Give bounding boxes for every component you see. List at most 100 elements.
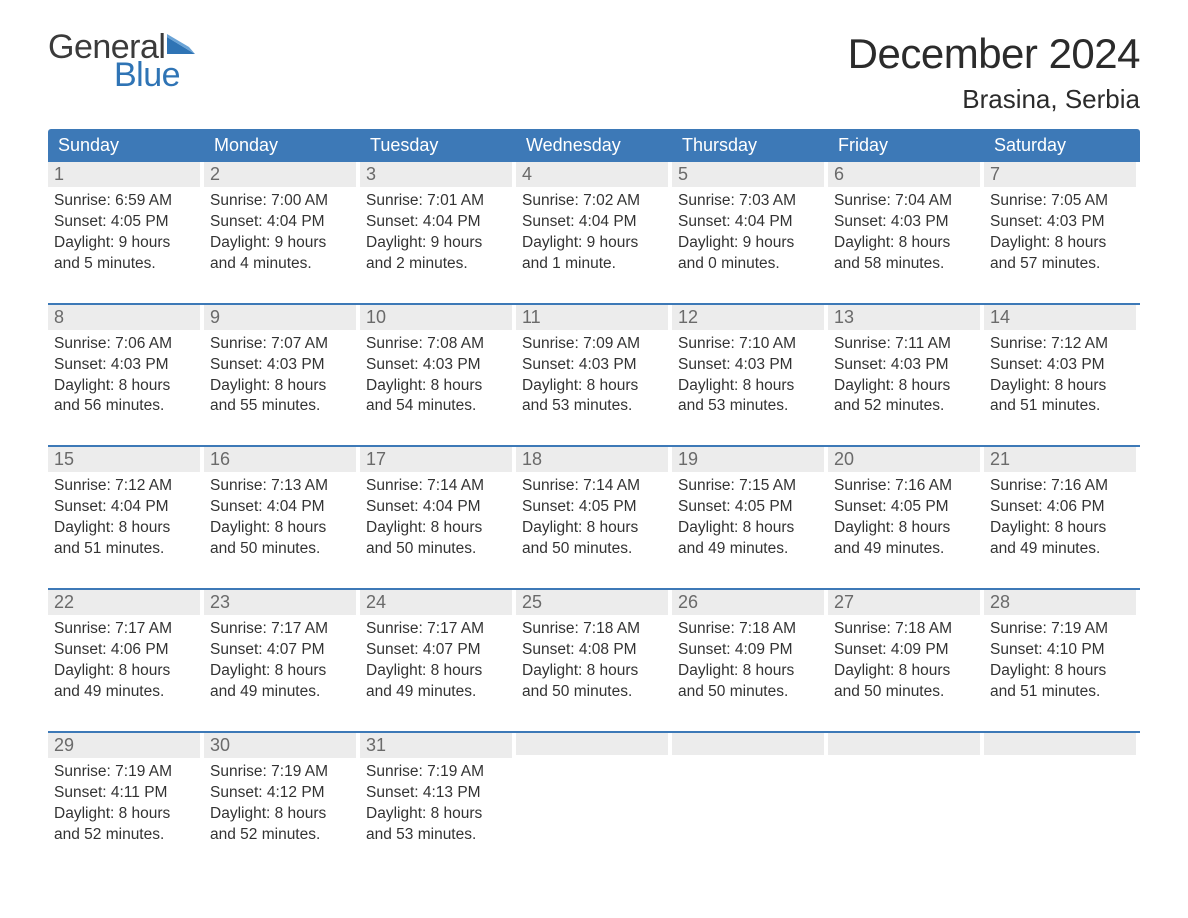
day-number-bar-empty	[672, 733, 824, 755]
dow-sunday: Sunday	[48, 129, 204, 162]
day-body: Sunrise: 7:11 AMSunset: 4:03 PMDaylight:…	[828, 330, 980, 418]
sunset-line: Sunset: 4:04 PM	[54, 497, 194, 518]
daylight-line-2: and 53 minutes.	[522, 396, 662, 417]
day-of-week-header: SundayMondayTuesdayWednesdayThursdayFrid…	[48, 129, 1140, 162]
daylight-line-2: and 49 minutes.	[990, 539, 1130, 560]
daylight-line-1: Daylight: 8 hours	[834, 518, 974, 539]
day-number: 15	[54, 449, 74, 469]
day-body: Sunrise: 7:17 AMSunset: 4:07 PMDaylight:…	[204, 615, 356, 703]
daylight-line-1: Daylight: 8 hours	[678, 518, 818, 539]
day-number: 12	[678, 307, 698, 327]
sunrise-line: Sunrise: 7:07 AM	[210, 334, 350, 355]
header: General Blue December 2024 Brasina, Serb…	[48, 30, 1140, 115]
sunset-line: Sunset: 4:06 PM	[990, 497, 1130, 518]
day-body: Sunrise: 7:19 AMSunset: 4:12 PMDaylight:…	[204, 758, 356, 846]
dow-tuesday: Tuesday	[360, 129, 516, 162]
day-number: 18	[522, 449, 542, 469]
sunrise-line: Sunrise: 7:19 AM	[54, 762, 194, 783]
daylight-line-1: Daylight: 9 hours	[522, 233, 662, 254]
day-number-bar: 6	[828, 162, 980, 187]
sunrise-line: Sunrise: 7:02 AM	[522, 191, 662, 212]
day-number: 20	[834, 449, 854, 469]
day-number-bar: 19	[672, 447, 824, 472]
daylight-line-2: and 53 minutes.	[678, 396, 818, 417]
sunrise-line: Sunrise: 7:17 AM	[210, 619, 350, 640]
daylight-line-1: Daylight: 8 hours	[54, 661, 194, 682]
sunset-line: Sunset: 4:03 PM	[678, 355, 818, 376]
week-row: 29 Sunrise: 7:19 AMSunset: 4:11 PMDayligh…	[48, 731, 1140, 860]
day-cell: 24 Sunrise: 7:17 AMSunset: 4:07 PMDayligh…	[360, 590, 516, 717]
day-cell: 27Sunrise: 7:18 AMSunset: 4:09 PMDayligh…	[828, 590, 984, 717]
day-number: 1	[54, 164, 64, 184]
day-number-bar: 8	[48, 305, 200, 330]
sunset-line: Sunset: 4:03 PM	[210, 355, 350, 376]
sunset-line: Sunset: 4:07 PM	[366, 640, 506, 661]
sunrise-line: Sunrise: 7:18 AM	[834, 619, 974, 640]
sunrise-line: Sunrise: 7:05 AM	[990, 191, 1130, 212]
day-cell: 11Sunrise: 7:09 AMSunset: 4:03 PMDayligh…	[516, 305, 672, 432]
day-cell: 23Sunrise: 7:17 AMSunset: 4:07 PMDayligh…	[204, 590, 360, 717]
sunset-line: Sunset: 4:04 PM	[210, 212, 350, 233]
daylight-line-1: Daylight: 8 hours	[678, 376, 818, 397]
day-number-bar: 14	[984, 305, 1136, 330]
daylight-line-2: and 54 minutes.	[366, 396, 506, 417]
day-number: 2	[210, 164, 220, 184]
day-cell	[828, 733, 984, 860]
sunrise-line: Sunrise: 7:10 AM	[678, 334, 818, 355]
day-number: 24	[366, 592, 386, 612]
day-body: Sunrise: 7:00 AMSunset: 4:04 PMDaylight:…	[204, 187, 356, 275]
day-body: Sunrise: 7:19 AMSunset: 4:11 PMDaylight:…	[48, 758, 200, 846]
daylight-line-2: and 1 minute.	[522, 254, 662, 275]
sunset-line: Sunset: 4:04 PM	[366, 497, 506, 518]
sunrise-line: Sunrise: 7:01 AM	[366, 191, 506, 212]
sunset-line: Sunset: 4:10 PM	[990, 640, 1130, 661]
sunset-line: Sunset: 4:12 PM	[210, 783, 350, 804]
sunset-line: Sunset: 4:05 PM	[522, 497, 662, 518]
sunrise-line: Sunrise: 7:15 AM	[678, 476, 818, 497]
day-body: Sunrise: 7:16 AMSunset: 4:05 PMDaylight:…	[828, 472, 980, 560]
sunset-line: Sunset: 4:03 PM	[834, 355, 974, 376]
day-body: Sunrise: 7:14 AMSunset: 4:05 PMDaylight:…	[516, 472, 668, 560]
daylight-line-2: and 49 minutes.	[834, 539, 974, 560]
day-cell: 16 Sunrise: 7:13 AMSunset: 4:04 PMDayligh…	[204, 447, 360, 574]
day-number-bar-empty	[516, 733, 668, 755]
day-number-bar: 30	[204, 733, 356, 758]
day-number-bar: 15	[48, 447, 200, 472]
daylight-line-1: Daylight: 8 hours	[54, 376, 194, 397]
day-number: 16	[210, 449, 230, 469]
daylight-line-1: Daylight: 8 hours	[366, 661, 506, 682]
sunset-line: Sunset: 4:05 PM	[54, 212, 194, 233]
sunset-line: Sunset: 4:05 PM	[834, 497, 974, 518]
sunrise-line: Sunrise: 7:03 AM	[678, 191, 818, 212]
daylight-line-1: Daylight: 8 hours	[990, 233, 1130, 254]
day-cell: 21Sunrise: 7:16 AMSunset: 4:06 PMDayligh…	[984, 447, 1140, 574]
daylight-line-1: Daylight: 8 hours	[834, 233, 974, 254]
day-number: 6	[834, 164, 844, 184]
dow-monday: Monday	[204, 129, 360, 162]
daylight-line-1: Daylight: 8 hours	[834, 376, 974, 397]
sunrise-line: Sunrise: 7:19 AM	[210, 762, 350, 783]
daylight-line-1: Daylight: 8 hours	[210, 518, 350, 539]
daylight-line-1: Daylight: 8 hours	[522, 518, 662, 539]
day-body: Sunrise: 7:03 AMSunset: 4:04 PMDaylight:…	[672, 187, 824, 275]
daylight-line-2: and 51 minutes.	[990, 682, 1130, 703]
day-number: 9	[210, 307, 220, 327]
day-number-bar: 31	[360, 733, 512, 758]
sunrise-line: Sunrise: 7:14 AM	[522, 476, 662, 497]
daylight-line-2: and 2 minutes.	[366, 254, 506, 275]
day-body: Sunrise: 7:13 AMSunset: 4:04 PMDaylight:…	[204, 472, 356, 560]
day-body: Sunrise: 7:10 AMSunset: 4:03 PMDaylight:…	[672, 330, 824, 418]
day-number: 29	[54, 735, 74, 755]
day-cell: 1Sunrise: 6:59 AMSunset: 4:05 PMDaylight…	[48, 162, 204, 289]
daylight-line-2: and 0 minutes.	[678, 254, 818, 275]
sunrise-line: Sunrise: 7:17 AM	[366, 619, 506, 640]
daylight-line-2: and 56 minutes.	[54, 396, 194, 417]
daylight-line-2: and 58 minutes.	[834, 254, 974, 275]
daylight-line-2: and 5 minutes.	[54, 254, 194, 275]
day-body: Sunrise: 7:01 AMSunset: 4:04 PMDaylight:…	[360, 187, 512, 275]
day-cell	[516, 733, 672, 860]
day-cell: 2 Sunrise: 7:00 AMSunset: 4:04 PMDaylight…	[204, 162, 360, 289]
day-cell: 25Sunrise: 7:18 AMSunset: 4:08 PMDayligh…	[516, 590, 672, 717]
day-number-bar: 2	[204, 162, 356, 187]
week-row: 22Sunrise: 7:17 AMSunset: 4:06 PMDayligh…	[48, 588, 1140, 717]
